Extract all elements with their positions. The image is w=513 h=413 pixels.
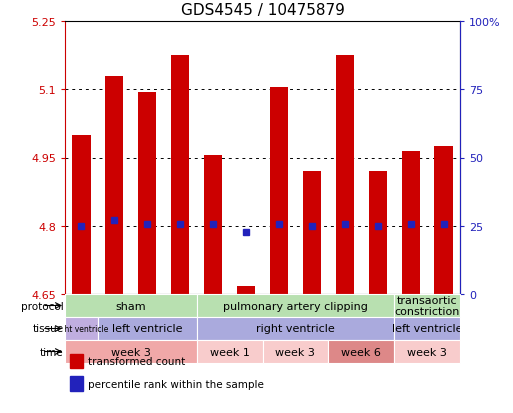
Bar — [65, 317, 98, 340]
Bar — [196, 340, 263, 363]
Text: right ventricle: right ventricle — [54, 324, 109, 333]
Bar — [237, 286, 255, 294]
Bar — [263, 340, 328, 363]
Bar — [65, 294, 196, 317]
Text: percentile rank within the sample: percentile rank within the sample — [88, 379, 264, 389]
Text: right ventricle: right ventricle — [256, 324, 335, 334]
Text: time: time — [40, 347, 63, 357]
Bar — [171, 56, 189, 294]
Bar — [196, 317, 394, 340]
Bar — [196, 294, 394, 317]
Text: week 6: week 6 — [341, 347, 381, 357]
Title: GDS4545 / 10475879: GDS4545 / 10475879 — [181, 3, 344, 18]
Text: week 3: week 3 — [407, 347, 447, 357]
Text: week 1: week 1 — [210, 347, 249, 357]
Bar — [394, 294, 460, 317]
Bar — [369, 172, 387, 294]
Text: week 3: week 3 — [111, 347, 151, 357]
Text: transaortic
constriction: transaortic constriction — [394, 295, 460, 316]
Text: transformed count: transformed count — [88, 356, 185, 366]
Text: left ventricle: left ventricle — [392, 324, 462, 334]
Bar — [328, 340, 394, 363]
Bar — [402, 151, 420, 294]
Bar — [336, 56, 354, 294]
Bar — [105, 76, 124, 294]
Text: left ventricle: left ventricle — [112, 324, 183, 334]
Text: pulmonary artery clipping: pulmonary artery clipping — [223, 301, 368, 311]
Bar — [138, 92, 156, 294]
Bar — [72, 135, 90, 294]
Bar — [394, 340, 460, 363]
Bar — [435, 147, 452, 294]
Text: sham: sham — [115, 301, 146, 311]
Bar — [303, 172, 321, 294]
Bar — [270, 88, 288, 294]
Bar — [204, 156, 222, 294]
Bar — [98, 317, 196, 340]
Text: tissue: tissue — [32, 324, 63, 334]
Text: week 3: week 3 — [275, 347, 315, 357]
Text: protocol: protocol — [21, 301, 63, 311]
Bar — [65, 340, 196, 363]
Bar — [394, 317, 460, 340]
